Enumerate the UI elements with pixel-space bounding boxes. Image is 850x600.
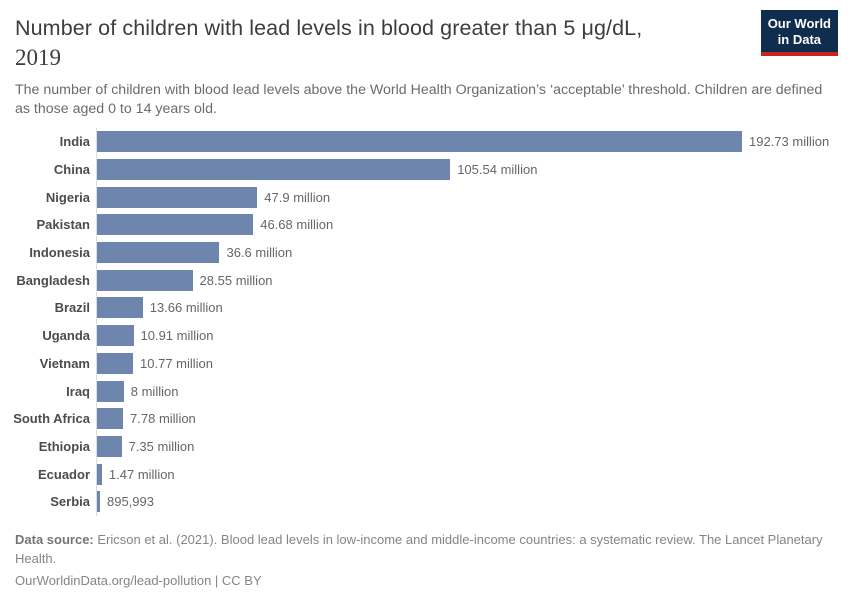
country-label: Brazil [54, 300, 90, 316]
bar[interactable] [97, 186, 258, 208]
country-label: Pakistan [36, 217, 90, 233]
bar[interactable] [97, 159, 451, 181]
bar[interactable] [97, 297, 143, 319]
owid-logo-line1: Our World [767, 16, 831, 31]
bar[interactable] [97, 242, 220, 264]
chart-row: Vietnam 10.77 million [0, 349, 850, 378]
chart-title: Number of children with lead levels in b… [15, 16, 643, 40]
plot-area: 13.66 million [96, 294, 850, 322]
bar[interactable] [97, 325, 134, 347]
bar[interactable] [97, 269, 193, 291]
value-label: 1.47 million [108, 466, 175, 482]
value-label: 7.35 million [128, 438, 195, 454]
plot-area: 36.6 million [96, 238, 850, 267]
plot-area: 105.54 million [96, 155, 850, 184]
value-label: 895,993 [107, 494, 154, 510]
bar[interactable] [97, 491, 100, 513]
plot-area: 47.9 million [96, 183, 850, 212]
chart-row: Ecuador 1.47 million [0, 460, 850, 488]
bar[interactable] [97, 380, 124, 402]
chart-row: India 192.73 million [0, 128, 850, 156]
bar[interactable] [97, 131, 742, 153]
value-label: 7.78 million [130, 411, 196, 427]
plot-area: 8 million [96, 377, 850, 405]
footer-link[interactable]: OurWorldinData.org/lead-pollution | CC B… [15, 573, 262, 588]
country-label: Ecuador [37, 466, 90, 482]
country-label: Serbia [50, 494, 90, 510]
value-label: 47.9 million [264, 189, 331, 205]
country-label: Indonesia [29, 245, 90, 261]
chart-subtitle: The number of children with blood lead l… [15, 82, 823, 117]
chart-row: Brazil 13.66 million [0, 294, 850, 322]
plot-area: 28.55 million [96, 266, 850, 295]
value-label: 13.66 million [149, 300, 223, 316]
plot-area: 10.77 million [96, 349, 850, 378]
chart-row: South Africa 7.78 million [0, 404, 850, 433]
chart-row: Uganda 10.91 million [0, 321, 850, 350]
plot-area: 895,993 [96, 487, 850, 516]
plot-area: 10.91 million [96, 321, 850, 350]
owid-logo-line2: in Data [777, 31, 822, 47]
chart-row: Pakistan 46.68 million [0, 211, 850, 239]
plot-area: 7.78 million [96, 404, 850, 433]
country-label: South Africa [13, 411, 90, 427]
value-label: 36.6 million [226, 245, 293, 261]
bar[interactable] [97, 352, 134, 374]
chart-footer: Data source: Ericson et al. (2021). Bloo… [15, 531, 830, 590]
chart-title-year: 2019 [15, 45, 61, 70]
data-source-line: Data source: Ericson et al. (2021). Bloo… [15, 531, 830, 568]
chart-row: China 105.54 million [0, 155, 850, 184]
bar[interactable] [97, 435, 122, 457]
value-label: 105.54 million [457, 162, 538, 178]
owid-logo[interactable]: Our World in Data [760, 10, 838, 56]
country-label: Nigeria [45, 189, 90, 205]
data-source-label: Data source: [15, 532, 94, 547]
country-label: Uganda [42, 328, 90, 344]
plot-area: 192.73 million [96, 128, 850, 156]
chart-header: Number of children with lead levels in b… [15, 14, 822, 119]
bar[interactable] [97, 408, 124, 430]
country-label: Bangladesh [16, 272, 90, 288]
country-label: Iraq [66, 383, 90, 399]
bar[interactable] [97, 214, 254, 236]
bar-chart: India 192.73 million China 105.54 million Ni… [0, 128, 850, 516]
value-label: 28.55 million [199, 272, 273, 288]
chart-row: Serbia 895,993 [0, 487, 850, 516]
data-source-text: Ericson et al. (2021). Blood lead levels… [15, 532, 823, 566]
chart-row: Ethiopia 7.35 million [0, 432, 850, 461]
chart-row: Bangladesh 28.55 million [0, 266, 850, 295]
value-label: 192.73 million [749, 134, 830, 150]
value-label: 10.91 million [140, 328, 214, 344]
country-label: China [53, 162, 90, 178]
value-label: 8 million [130, 383, 179, 399]
chart-row: Nigeria 47.9 million [0, 183, 850, 212]
value-label: 10.77 million [140, 355, 214, 371]
value-label: 46.68 million [260, 217, 334, 233]
bar[interactable] [97, 463, 102, 485]
chart-row: Iraq 8 million [0, 377, 850, 405]
plot-area: 1.47 million [96, 460, 850, 488]
plot-area: 46.68 million [96, 211, 850, 239]
country-label: Ethiopia [38, 438, 90, 454]
country-label: Vietnam [39, 355, 90, 371]
plot-area: 7.35 million [96, 432, 850, 461]
country-label: India [59, 134, 90, 150]
chart-row: Indonesia 36.6 million [0, 238, 850, 267]
